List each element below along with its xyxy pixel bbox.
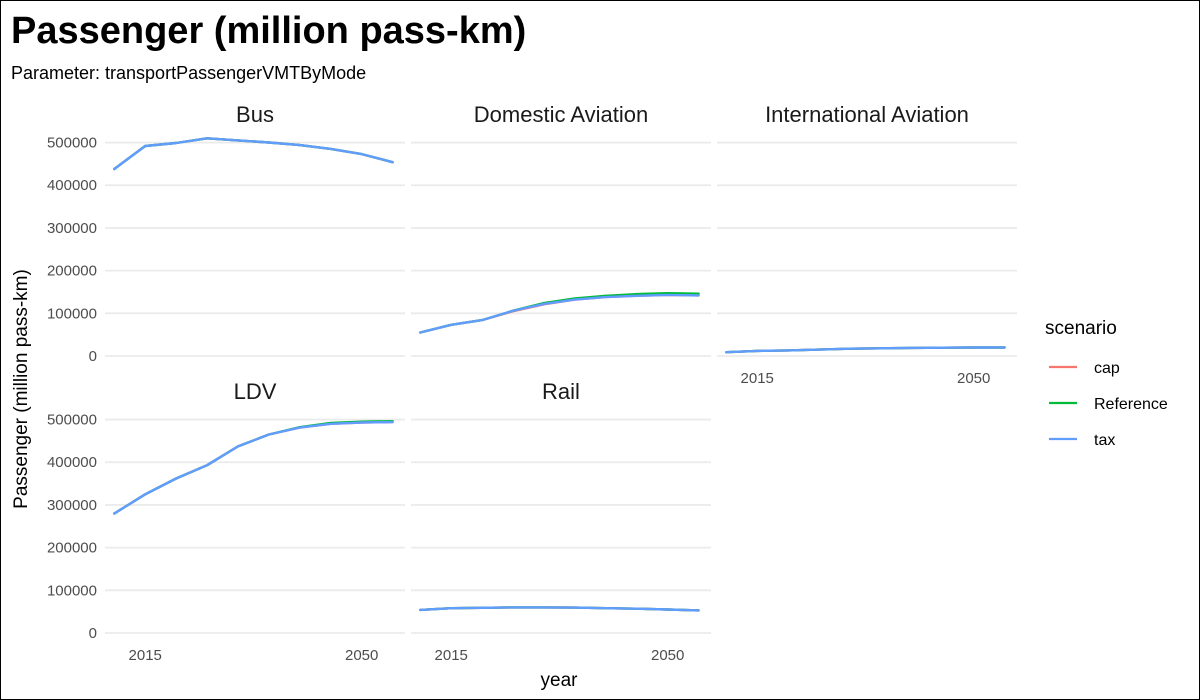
- facet-label: International Aviation: [765, 102, 969, 127]
- series-line-tax: [725, 346, 1006, 354]
- chart-title: Passenger (million pass-km): [11, 10, 526, 52]
- panel-domestic-aviation: Domestic Aviation: [411, 102, 711, 357]
- y-tick-label: 300000: [47, 220, 97, 237]
- panel-rail: Rail 2015 2050: [411, 379, 711, 664]
- y-tick-label: 200000: [47, 263, 97, 280]
- x-tick-label: 2015: [741, 370, 774, 387]
- facet-label: Domestic Aviation: [474, 102, 648, 127]
- legend-label-cap: cap: [1094, 360, 1120, 377]
- y-tick-label: 100000: [47, 305, 97, 322]
- x-tick-label: 2050: [957, 370, 990, 387]
- series-line-tax: [419, 606, 700, 612]
- y-tick-label: 0: [89, 625, 97, 642]
- panel-international-aviation: International Aviation 2015 2050: [717, 102, 1017, 387]
- series-line-tax: [419, 293, 700, 334]
- y-tick-label: 0: [89, 348, 97, 365]
- x-tick-label: 2015: [129, 647, 162, 664]
- series-line-cap: [113, 420, 394, 515]
- y-tick-label: 500000: [47, 412, 97, 429]
- legend: scenario cap Reference tax: [1045, 318, 1168, 449]
- x-tick-label: 2050: [345, 647, 378, 664]
- x-tick-label: 2050: [651, 647, 684, 664]
- series-line-tax: [113, 420, 394, 515]
- y-tick-label: 400000: [47, 177, 97, 194]
- y-tick-label: 500000: [47, 135, 97, 152]
- facet-label: Bus: [236, 102, 274, 127]
- chart-subtitle: Parameter: transportPassengerVMTByMode: [11, 63, 366, 83]
- x-tick-label: 2015: [435, 647, 468, 664]
- facet-label: LDV: [234, 379, 277, 404]
- x-axis-title: year: [541, 670, 579, 691]
- y-tick-label: 400000: [47, 454, 97, 471]
- y-tick-label: 100000: [47, 582, 97, 599]
- facet-label: Rail: [542, 379, 580, 404]
- legend-title: scenario: [1045, 318, 1117, 339]
- legend-label-tax: tax: [1094, 432, 1115, 449]
- y-tick-label: 200000: [47, 540, 97, 557]
- legend-label-reference: Reference: [1094, 396, 1168, 413]
- y-axis-title: Passenger (million pass-km): [11, 269, 32, 509]
- series-line-tax: [113, 137, 394, 171]
- panel-ldv: LDV 0 100000 200000 300000 400000 500000 2015 20…: [47, 379, 405, 664]
- series-line-reference: [113, 420, 394, 515]
- facet-panels: Bus 0 100000 200000 300000 400000 500000 Domest…: [47, 102, 1017, 664]
- panel-bus: Bus 0 100000 200000 300000 400000 500000: [47, 102, 405, 365]
- y-tick-label: 300000: [47, 497, 97, 514]
